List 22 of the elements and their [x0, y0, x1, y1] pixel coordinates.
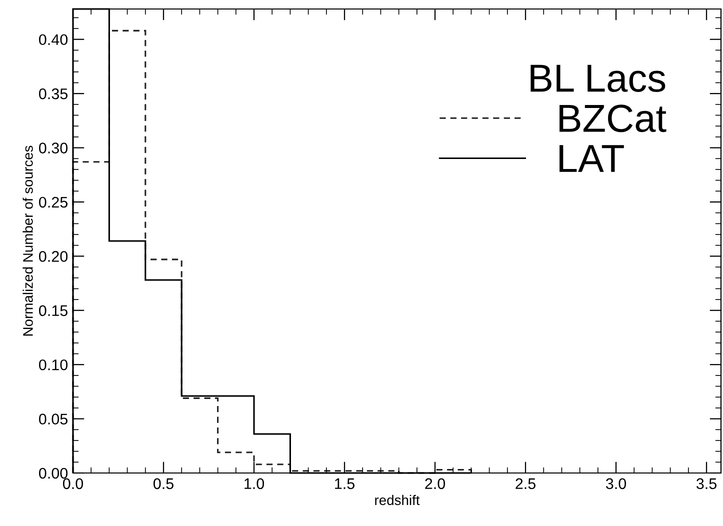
y-tick-label: 0.35 — [39, 88, 68, 100]
x-tick-label: 0.5 — [153, 478, 174, 490]
x-tick-label: 1.5 — [335, 478, 354, 490]
y-tick-label: 0.10 — [39, 359, 68, 370]
y-tick-label: 0.15 — [39, 305, 68, 316]
legend-label: BZCat — [560, 104, 666, 132]
x-tick-label: 3.5 — [696, 478, 716, 490]
y-tick-label: 0.05 — [39, 414, 68, 424]
x-tick-label: 3.0 — [606, 478, 626, 490]
y-tick-label: 0.00 — [39, 468, 68, 479]
y-tick-label: 0.40 — [39, 34, 68, 46]
x-axis-title: redshift — [375, 494, 420, 506]
x-tick-label: 0.0 — [62, 478, 84, 490]
y-axis-title: Normalized Number of sources — [22, 146, 33, 336]
y-tick-label: 0.25 — [39, 196, 68, 208]
legend-title: BL Lacs — [530, 64, 666, 92]
x-tick-label: 2.0 — [425, 478, 446, 490]
y-tick-label: 0.20 — [39, 251, 68, 262]
x-tick-label: 2.5 — [516, 478, 536, 490]
x-tick-label: 1.0 — [244, 478, 264, 490]
y-tick-label: 0.30 — [39, 142, 68, 154]
legend-label: LAT — [560, 145, 624, 172]
